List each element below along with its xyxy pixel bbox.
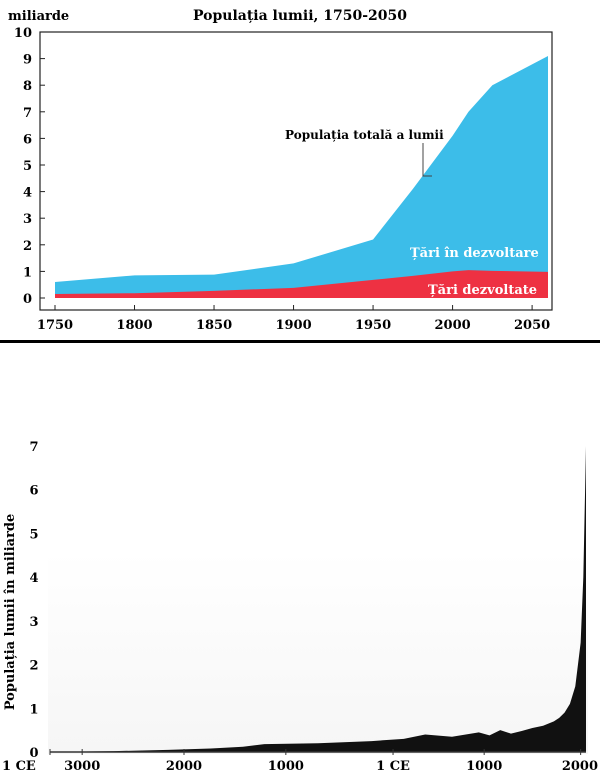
x-tick-label: 2000 xyxy=(562,759,598,774)
y-tick-label: 4 xyxy=(23,186,32,201)
plot-frame xyxy=(39,31,553,311)
x-tick-label: 1900 xyxy=(275,318,311,333)
y-tick-label: 9 xyxy=(23,53,32,68)
world-population-1750-2050-chart: Populația lumii, 1750-2050 miliarde 0 1 2 3… xyxy=(0,0,600,342)
y-tick-label: 5 xyxy=(29,527,38,542)
y-tick-label: 0 xyxy=(29,746,38,761)
x-tick-label: 2000 xyxy=(434,318,470,333)
annotation-leader-line xyxy=(422,143,432,177)
bottom-chart-panel: Populația lumii în miliarde 0 1 2 3 4 5 6 7 1 CE… xyxy=(0,352,600,774)
x-tick-label: 1850 xyxy=(196,318,232,333)
y-axis-unit-label: miliarde xyxy=(8,9,69,24)
x-tick-label: 1 CE xyxy=(376,759,410,774)
area-developed-countries xyxy=(55,270,548,298)
section-divider xyxy=(0,340,600,343)
x-tick-label: 2000 xyxy=(166,759,202,774)
x-tick-label: 1 CE xyxy=(2,759,36,774)
world-population-long-history-chart: Populația lumii în miliarde 0 1 2 3 4 5 6 7 1 CE… xyxy=(2,440,598,774)
x-tick-label: 1800 xyxy=(116,318,152,333)
legend-developed-countries: Țări dezvoltate xyxy=(428,283,537,298)
y-tick-label: 7 xyxy=(29,440,38,455)
y-tick-label: 2 xyxy=(29,659,38,674)
x-tick-label: 1000 xyxy=(466,759,502,774)
y-tick-label: 3 xyxy=(23,212,32,227)
x-tick-label: 1950 xyxy=(355,318,391,333)
x-tick-label: 3000 xyxy=(64,759,100,774)
area-developing-countries xyxy=(55,55,548,298)
x-tick-label: 2050 xyxy=(514,318,550,333)
y-tick-label: 1 xyxy=(29,702,38,717)
y-tick-label: 10 xyxy=(14,26,32,41)
y-axis-label: Populația lumii în miliarde xyxy=(3,514,18,711)
y-tick-label: 5 xyxy=(23,159,32,174)
y-tick-label: 0 xyxy=(23,292,32,307)
y-tick-label: 7 xyxy=(23,106,32,121)
y-tick-label: 2 xyxy=(23,239,32,254)
y-tick-label: 6 xyxy=(29,484,38,499)
y-tick-label: 8 xyxy=(23,79,32,94)
annotation-total-population: Populația totală a lumii xyxy=(285,128,444,142)
top-chart-panel: Populația lumii, 1750-2050 miliarde 0 1 2 3… xyxy=(0,0,600,342)
x-tick-label: 1750 xyxy=(37,318,73,333)
chart-title: Populația lumii, 1750-2050 xyxy=(193,8,407,24)
y-tick-label: 4 xyxy=(29,571,38,586)
y-tick-label: 3 xyxy=(29,615,38,630)
x-tick-label: 1000 xyxy=(268,759,304,774)
y-tick-label: 1 xyxy=(23,265,32,280)
legend-developing-countries: Țări în dezvoltare xyxy=(410,246,539,261)
y-tick-label: 6 xyxy=(23,132,32,147)
